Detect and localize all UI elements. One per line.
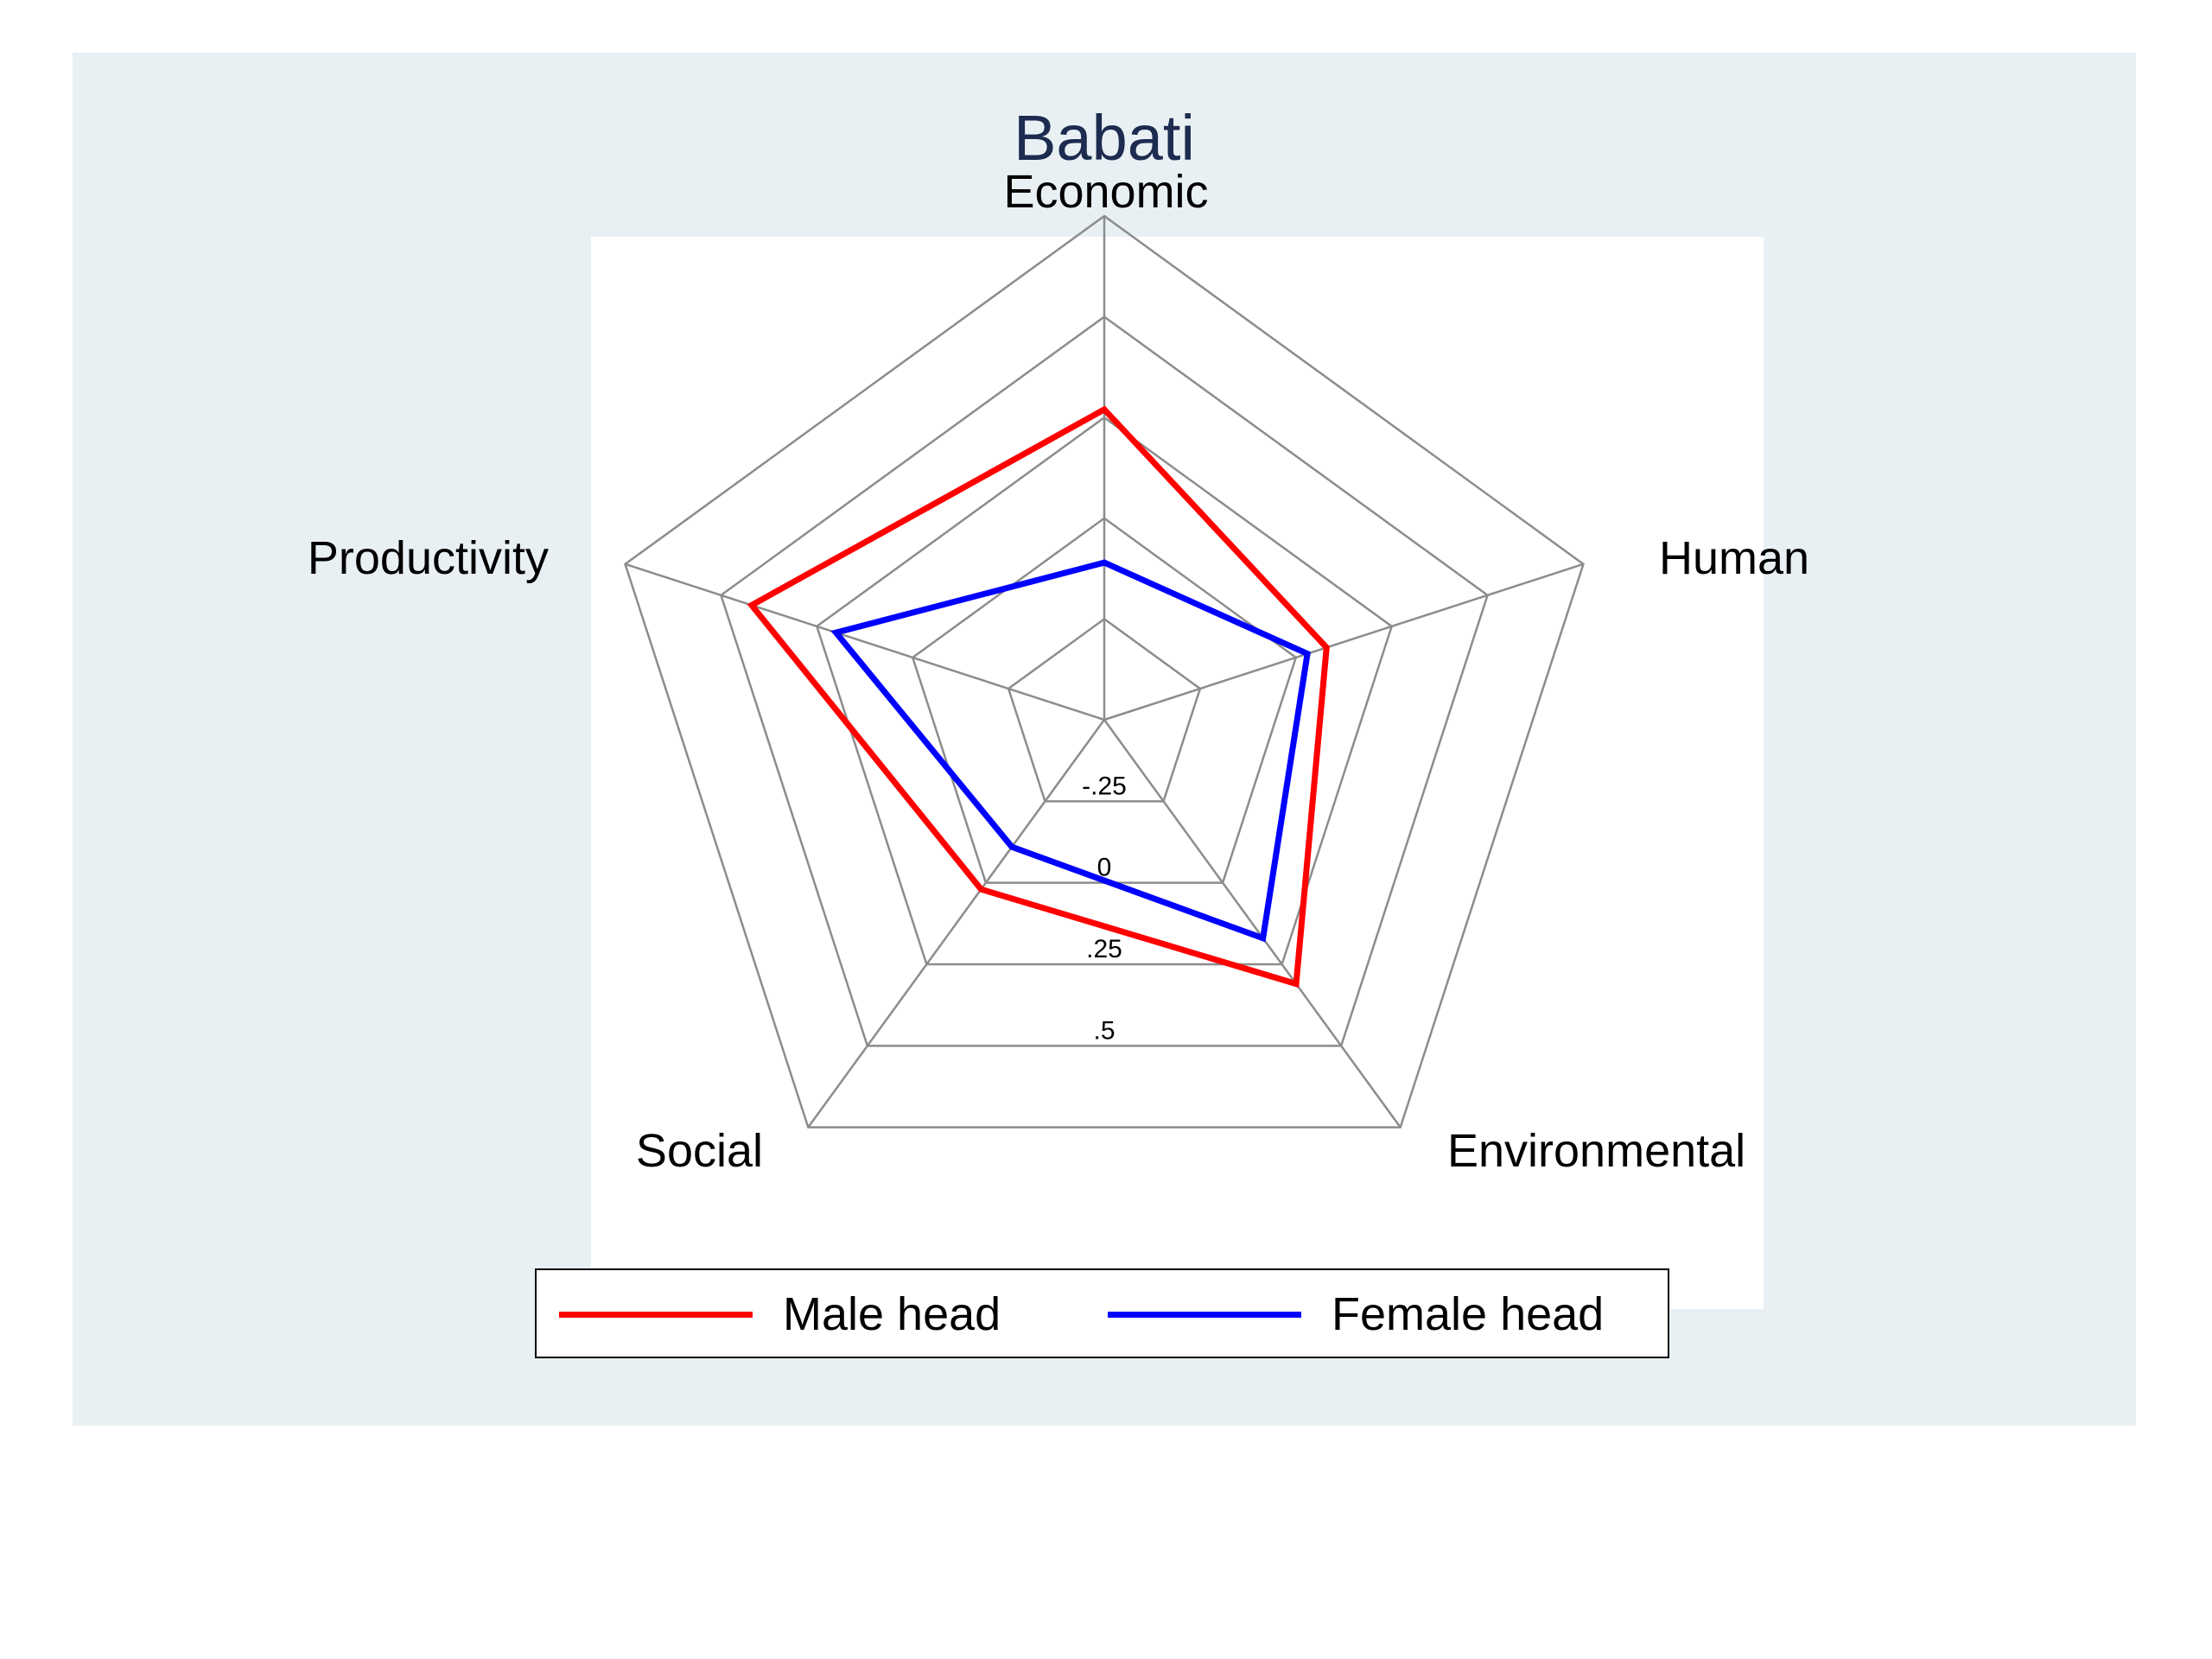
tick-label-2: .25 bbox=[1086, 935, 1122, 963]
grid-ring-3 bbox=[719, 315, 1490, 1047]
tick-label-3: .5 bbox=[1093, 1016, 1115, 1045]
spoke-1 bbox=[1103, 563, 1584, 721]
legend-swatch-male-head bbox=[559, 1312, 753, 1318]
grid-ring-0 bbox=[1007, 617, 1202, 803]
grid-ring-2 bbox=[815, 416, 1394, 966]
legend: Male head Female head bbox=[535, 1268, 1669, 1358]
chart-title: Babati bbox=[1014, 102, 1195, 174]
spoke-2 bbox=[1103, 719, 1402, 1128]
grid-ring-4 bbox=[624, 214, 1585, 1128]
tick-label-1: 0 bbox=[1097, 854, 1112, 882]
tick-labels: -.25 0 .25 .5 bbox=[1082, 772, 1127, 1045]
plot-region bbox=[591, 237, 1764, 1309]
axis-label-environmental: Environmental bbox=[1447, 1125, 1745, 1177]
axis-label-human: Human bbox=[1659, 532, 1809, 584]
spoke-3 bbox=[807, 719, 1106, 1128]
tick-label-0: -.25 bbox=[1082, 772, 1127, 800]
spoke-4 bbox=[625, 563, 1105, 721]
legend-label-male-head: Male head bbox=[783, 1288, 1001, 1340]
series-line-0 bbox=[747, 405, 1330, 988]
series-layer bbox=[747, 405, 1330, 988]
legend-swatch-female-head bbox=[1108, 1312, 1301, 1318]
legend-label-female-head: Female head bbox=[1332, 1288, 1605, 1340]
axis-label-productivity: Productivity bbox=[308, 532, 549, 584]
series-line-1 bbox=[830, 559, 1311, 943]
grid-layer bbox=[624, 214, 1585, 1128]
axis-label-social: Social bbox=[636, 1125, 763, 1177]
axis-label-economic: Economic bbox=[1003, 166, 1208, 218]
